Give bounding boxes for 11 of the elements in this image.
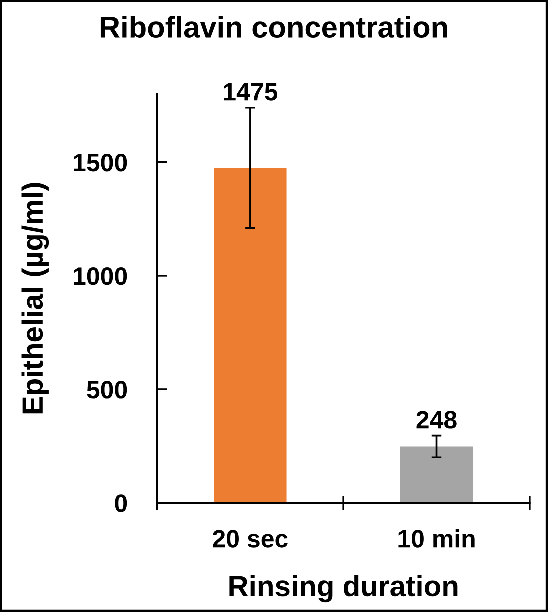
- chart-title: Riboflavin concentration: [100, 16, 448, 38]
- data-label: 248: [416, 411, 457, 429]
- y-tick-label: 0: [115, 494, 128, 512]
- y-tick-label: 500: [87, 381, 128, 399]
- x-tick-label: 20 sec: [213, 530, 288, 548]
- y-tick-label: 1000: [74, 268, 128, 286]
- y-axis-title: Epithelial (µg/ml): [22, 183, 50, 414]
- x-axis-title: Rinsing duration: [230, 575, 458, 603]
- data-label: 1475: [224, 83, 278, 101]
- y-tick-label: 1500: [74, 154, 128, 172]
- x-tick-label: 10 min: [398, 529, 475, 548]
